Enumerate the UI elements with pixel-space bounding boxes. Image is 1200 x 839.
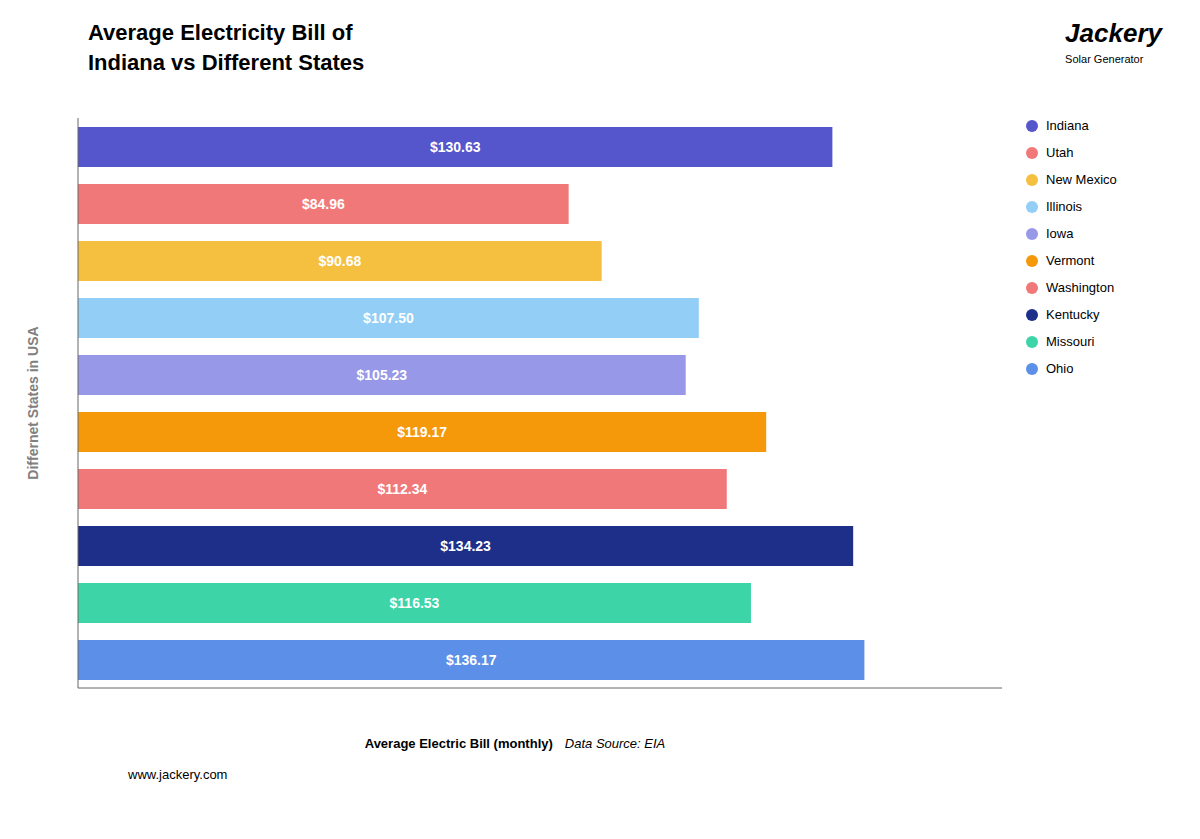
svg-text:$90.68: $90.68 <box>318 253 361 269</box>
svg-text:$136.17: $136.17 <box>446 652 497 668</box>
html-text:Washington: Washington <box>1046 280 1115 295</box>
svg-text:$116.53: $116.53 <box>390 595 440 611</box>
svg-text:$107.50: $107.50 <box>363 310 414 326</box>
html-text:Solar Generator: Solar Generator <box>1065 53 1144 65</box>
html-text:Indiana vs Different States: Indiana vs Different States <box>88 50 365 75</box>
html-text:Average Electric Bill (monthly: Average Electric Bill (monthly) <box>364 736 553 751</box>
svg-text:$84.96: $84.96 <box>302 196 345 212</box>
html-text:Utah: Utah <box>1046 145 1074 160</box>
svg-text:$130.63: $130.63 <box>430 139 481 155</box>
html-text:Jackery: Jackery <box>1065 18 1162 48</box>
html-text:Illinois: Illinois <box>1046 199 1083 214</box>
html-text:Indiana: Indiana <box>1046 118 1089 133</box>
html-text:Missouri: Missouri <box>1046 334 1095 349</box>
svg-text:Differnet States in USA: Differnet States in USA <box>25 326 41 479</box>
svg-text:$112.34: $112.34 <box>377 481 427 497</box>
html-text:New Mexico: New Mexico <box>1046 172 1117 187</box>
html-text:Ohio: Ohio <box>1046 361 1074 376</box>
html-text:Average Electricity Bill of: Average Electricity Bill of <box>88 20 353 45</box>
svg-text:$119.17: $119.17 <box>397 424 447 440</box>
svg-text:$105.23: $105.23 <box>357 367 408 383</box>
html-text:Iowa: Iowa <box>1046 226 1074 241</box>
svg-text:$134.23: $134.23 <box>440 538 491 554</box>
html-text:Kentucky: Kentucky <box>1046 307 1100 322</box>
html-text:www.jackery.com: www.jackery.com <box>128 767 228 782</box>
html-text:Data Source: EIA: Data Source: EIA <box>564 736 666 751</box>
html-text:Vermont: Vermont <box>1046 253 1095 268</box>
